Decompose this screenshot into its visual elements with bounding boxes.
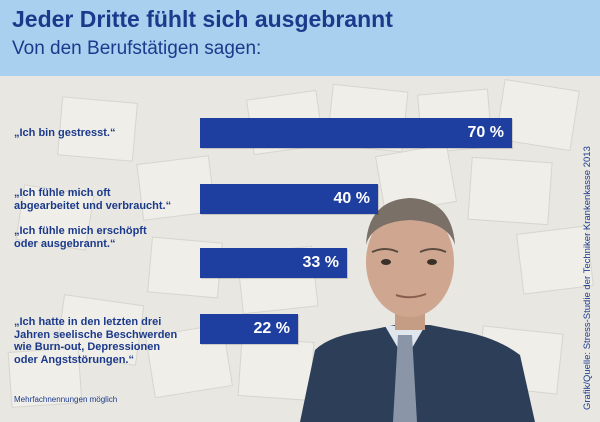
bar-value-label: 33 % [302, 254, 339, 271]
bar-category-label-line: oder Angststörungen.“ [14, 353, 134, 366]
header-band [0, 0, 600, 76]
bar: 70 % [200, 118, 512, 148]
footnote: Mehrfachnennungen möglich [14, 395, 118, 404]
bar-category-label-line: wie Burn-out, Depressionen [14, 341, 161, 353]
bar-category-label-line: „Ich fühle mich oft [14, 187, 111, 199]
bar-category-label-line: abgearbeitet und verbraucht.“ [14, 199, 172, 212]
bar: 40 % [200, 184, 378, 214]
bar-value-label: 70 % [467, 124, 504, 141]
bar-value-label: 22 % [253, 320, 290, 337]
bar-category-label-line: „Ich fühle mich erschöpft [14, 225, 147, 237]
bar-category-label-line: Jahren seelische Beschwerden [14, 328, 178, 341]
bar: 22 % [200, 314, 298, 344]
bar-category-label-line: „Ich hatte in den letzten drei [14, 316, 162, 328]
bar: 33 % [200, 248, 347, 278]
bar-value-label: 40 % [333, 190, 370, 207]
bar-category-label: „Ich fühle mich oft abgearbeitet und verb… [14, 187, 171, 212]
bar-category-label: „Ich hatte in den letzten drei Jahren see… [14, 316, 177, 366]
page-subtitle: Von den Berufstätigen sagen: [12, 38, 262, 59]
bar-category-label: „Ich bin gestresst.“ [14, 127, 115, 140]
bar-category-label-line: „Ich bin gestresst.“ [14, 127, 116, 139]
bar-category-label: „Ich fühle mich erschöpft oder ausgebrann… [14, 225, 147, 250]
bar-category-label-line: oder ausgebrannt.“ [14, 237, 116, 250]
page-title: Jeder Dritte fühlt sich ausgebrannt [12, 6, 393, 32]
source-credit: Grafik/Quelle: Stress-Studie der Technik… [582, 146, 593, 410]
